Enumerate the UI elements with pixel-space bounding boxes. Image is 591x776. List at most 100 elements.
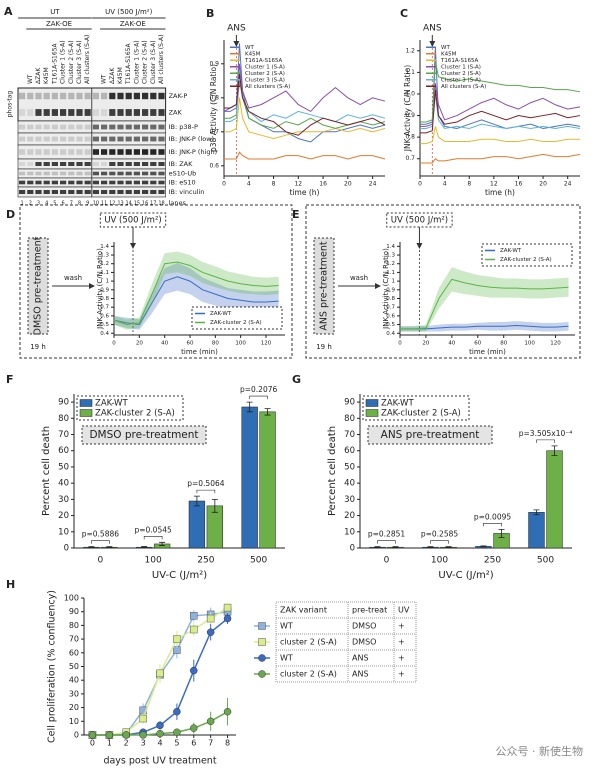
series-line — [420, 89, 581, 134]
annotation: ANS pre-treatment — [381, 429, 480, 441]
panel-label: D — [6, 208, 15, 221]
treatment-label: DMSO pre-treatment — [33, 236, 44, 335]
blot-band — [117, 124, 124, 130]
blot-band — [158, 171, 165, 176]
error-bar — [392, 546, 399, 549]
bar — [528, 512, 545, 549]
marker — [223, 614, 232, 623]
blot-band — [150, 92, 157, 100]
table-frame — [275, 601, 417, 683]
series-line — [113, 276, 279, 326]
marker — [173, 635, 181, 643]
blot-band — [51, 92, 58, 100]
blot-band — [60, 136, 67, 142]
y-tick-label: 1.4 — [100, 244, 109, 250]
blot-band — [60, 171, 67, 176]
blot-band — [101, 149, 108, 155]
wash-label: wash — [64, 274, 82, 282]
blot-band — [43, 171, 50, 176]
blot-band — [43, 92, 50, 100]
duration-label: 19 h — [316, 343, 332, 351]
lane-number: 2 — [29, 201, 32, 207]
blot-band — [19, 190, 26, 194]
y-axis-label: JNK Activity (C/N Ratio) — [96, 248, 104, 330]
legend-frame — [76, 395, 184, 421]
y-tick-label: 80 — [344, 414, 355, 424]
blot-row-label: eS10-Ub — [169, 170, 197, 178]
marker — [173, 646, 181, 654]
lane-number: 14 — [126, 201, 132, 207]
y-tick-label: 0.8 — [209, 94, 219, 101]
blot-band — [150, 109, 157, 116]
panel-frame — [305, 204, 581, 359]
blot-band — [43, 162, 50, 166]
group-label: UT — [50, 8, 60, 16]
y-tick-label: 20 — [344, 511, 355, 521]
blot-band — [117, 162, 124, 166]
blot-band — [43, 124, 50, 130]
blot-band — [35, 162, 42, 166]
x-tick-label: 500 — [537, 556, 554, 566]
blot-band — [51, 162, 58, 166]
blot-band — [117, 149, 124, 155]
p-bracket — [249, 395, 268, 400]
group-label: UV (500 J/m²) — [105, 8, 153, 16]
y-tick-label: 100 — [64, 594, 79, 603]
blot-band — [51, 124, 58, 130]
marker — [190, 612, 198, 620]
marker — [105, 731, 114, 739]
lane-number: 1 — [21, 201, 24, 207]
x-tick-label: 60 — [187, 341, 194, 347]
legend-label: T161A-S165A — [440, 58, 478, 64]
marker — [223, 603, 232, 612]
legend-label: ZAK-cluster 2 (S-A) — [500, 257, 552, 263]
x-tick-label: 250 — [197, 556, 214, 566]
x-tick-label: 80 — [500, 341, 507, 347]
treatment-box — [313, 237, 335, 335]
lane-label: Cluster 2 (S-A) — [68, 40, 75, 84]
error-band — [114, 251, 279, 330]
blot-band — [125, 149, 132, 155]
y-tick-label: 60 — [69, 648, 79, 657]
blot-band — [35, 190, 42, 194]
marker — [206, 614, 215, 623]
y-tick-label: 80 — [69, 621, 79, 630]
blot-band — [43, 190, 50, 194]
x-tick-label: 12 — [490, 181, 498, 188]
blot-band — [142, 162, 149, 166]
blot-band — [19, 136, 26, 142]
blot-band — [60, 162, 67, 166]
blot-band — [60, 109, 67, 116]
legend-label: ZAK-WT — [500, 248, 522, 254]
y-tick-label: 1.2 — [100, 261, 109, 267]
series-line — [224, 97, 386, 140]
blot-band — [27, 136, 34, 142]
blot-band — [19, 149, 26, 155]
x-tick-label: 0 — [398, 341, 402, 347]
y-tick-label: 0.9 — [100, 287, 109, 293]
lane-number: 10 — [93, 201, 99, 207]
error-bar — [264, 408, 271, 416]
error-bar — [211, 498, 218, 513]
lane-label: Cluster 3 (S-A) — [76, 40, 83, 84]
blot-band — [27, 149, 34, 155]
panel-label: C — [400, 7, 408, 20]
table-cell: pre-treat — [352, 606, 387, 615]
x-tick-label: 8 — [272, 181, 276, 188]
table-cell: + — [398, 638, 405, 647]
marker — [139, 714, 147, 723]
blot-row-label: IB: JNK-P (low) — [169, 135, 215, 143]
legend-label: Cluster 3 (S-A) — [245, 77, 285, 83]
panel-label: G — [292, 373, 301, 386]
marker — [139, 731, 147, 739]
blot-band — [125, 162, 132, 166]
blot-band — [117, 92, 124, 100]
blot-band — [60, 92, 67, 100]
y-axis-label: JNK Activity (C/N Ratio) — [403, 65, 412, 152]
x-axis-label: UV-C (J/m²) — [438, 570, 493, 581]
legend-frame — [362, 395, 470, 421]
y-tick-label: 30 — [58, 495, 69, 505]
blot-band — [76, 162, 83, 166]
legend-label: K45M — [245, 51, 261, 57]
blot-band — [92, 162, 99, 166]
